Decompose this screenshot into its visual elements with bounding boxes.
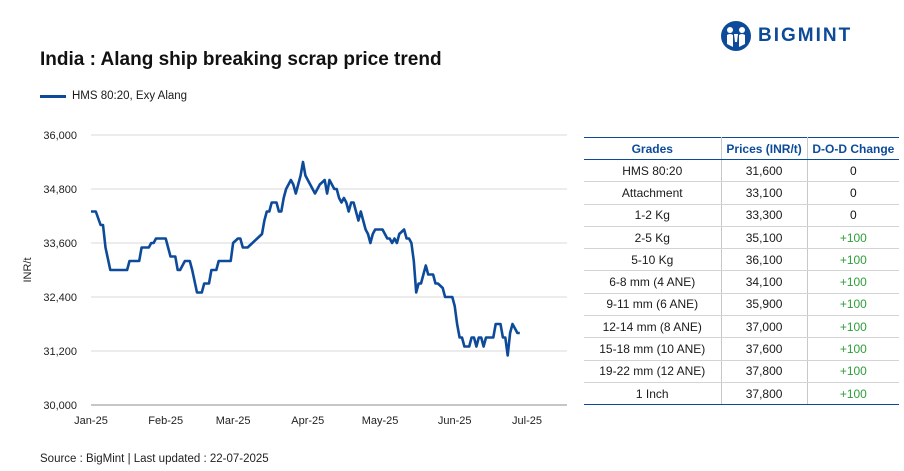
y-tick-label: 31,200: [43, 346, 77, 358]
grade-cell: Attachment: [584, 181, 722, 205]
change-cell: +100: [807, 360, 899, 383]
x-tick-label: Jun-25: [438, 415, 472, 427]
change-cell: +100: [807, 248, 899, 272]
change-cell: 0: [807, 204, 899, 227]
table-row: 12-14 mm (8 ANE) 37,000 +100: [584, 315, 899, 339]
price-cell: 36,100: [721, 248, 808, 272]
y-tick-label: 34,800: [43, 184, 77, 196]
header-grades: Grades: [584, 137, 722, 160]
header-prices: Prices (INR/t): [721, 137, 808, 160]
source-note: Source : BigMint | Last updated : 22-07-…: [40, 453, 269, 465]
price-cell: 31,600: [721, 159, 808, 183]
price-cell: 37,800: [721, 360, 808, 383]
grade-cell: 12-14 mm (8 ANE): [584, 315, 722, 339]
legend-label: HMS 80:20, Exy Alang: [72, 90, 188, 102]
change-cell: +100: [807, 293, 899, 317]
grade-cell: 1 Inch: [584, 382, 722, 406]
table-row: Attachment 33,100 0: [584, 181, 899, 205]
grid-lines: [91, 134, 567, 406]
y-tick-label: 36,000: [43, 130, 77, 142]
table-row: 6-8 mm (4 ANE) 34,100 +100: [584, 270, 899, 294]
bigmint-logo-icon: [721, 21, 751, 51]
change-cell: 0: [807, 159, 899, 183]
table-row: 19-22 mm (12 ANE) 37,800 +100: [584, 360, 899, 383]
price-cell: 37,600: [721, 337, 808, 361]
series-line-hms-80-20: [91, 160, 520, 357]
y-axis-label: INR/t: [22, 257, 34, 282]
price-cell: 34,100: [721, 270, 808, 294]
table-row: 15-18 mm (10 ANE) 37,600 +100: [584, 337, 899, 361]
change-cell: +100: [807, 337, 899, 361]
legend-swatch: [40, 94, 66, 98]
table-row: 9-11 mm (6 ANE) 35,900 +100: [584, 293, 899, 317]
x-tick-label: Mar-25: [216, 415, 251, 427]
grade-cell: HMS 80:20: [584, 159, 722, 183]
table-row: 5-10 Kg 36,100 +100: [584, 248, 899, 272]
y-tick-label: 33,600: [43, 238, 77, 250]
logo-wordmark: BIGMINT: [758, 25, 853, 46]
brand-logo: BIGMINT: [720, 20, 852, 52]
x-tick-label: Jul-25: [512, 415, 542, 427]
price-cell: 33,300: [721, 204, 808, 227]
table-row: HMS 80:20 31,600 0: [584, 159, 899, 183]
table-header-row: Grades Prices (INR/t) D-O-D Change: [584, 137, 899, 160]
change-cell: +100: [807, 226, 899, 250]
grade-cell: 6-8 mm (4 ANE): [584, 270, 722, 294]
header-dod-change: D-O-D Change: [807, 137, 899, 160]
x-tick-label: May-25: [362, 415, 399, 427]
change-cell: 0: [807, 181, 899, 205]
x-tick-label: Jan-25: [74, 415, 108, 427]
change-cell: +100: [807, 382, 899, 406]
grade-cell: 2-5 Kg: [584, 226, 722, 250]
grade-cell: 9-11 mm (6 ANE): [584, 293, 722, 317]
grade-cell: 5-10 Kg: [584, 248, 722, 272]
legend: HMS 80:20, Exy Alang: [40, 90, 187, 102]
chart-title: India : Alang ship breaking scrap price …: [40, 49, 442, 70]
x-tick-label: Feb-25: [148, 415, 183, 427]
change-cell: +100: [807, 315, 899, 339]
grades-price-table: Grades Prices (INR/t) D-O-D Change HMS 8…: [584, 137, 899, 406]
y-axis-ticks: 30,000 31,200 32,400 33,600 34,800 36,000: [43, 130, 77, 412]
grade-cell: 19-22 mm (12 ANE): [584, 360, 722, 383]
price-cell: 35,900: [721, 293, 808, 317]
y-tick-label: 32,400: [43, 292, 77, 304]
price-cell: 37,800: [721, 382, 808, 406]
change-cell: +100: [807, 270, 899, 294]
x-axis-ticks: Jan-25 Feb-25 Mar-25 Apr-25 May-25 Jun-25 Jul-…: [74, 415, 542, 427]
grade-cell: 1-2 Kg: [584, 204, 722, 227]
y-tick-label: 30,000: [43, 400, 77, 412]
grade-cell: 15-18 mm (10 ANE): [584, 337, 722, 361]
price-cell: 37,000: [721, 315, 808, 339]
table-row: 1-2 Kg 33,300 0: [584, 204, 899, 227]
line-chart: 30,000 31,200 32,400 33,600 34,800 36,000 Jan…: [22, 130, 567, 427]
x-tick-label: Apr-25: [291, 415, 324, 427]
table-row: 1 Inch 37,800 +100: [584, 382, 899, 406]
price-cell: 35,100: [721, 226, 808, 250]
price-cell: 33,100: [721, 181, 808, 205]
table-row: 2-5 Kg 35,100 +100: [584, 226, 899, 250]
